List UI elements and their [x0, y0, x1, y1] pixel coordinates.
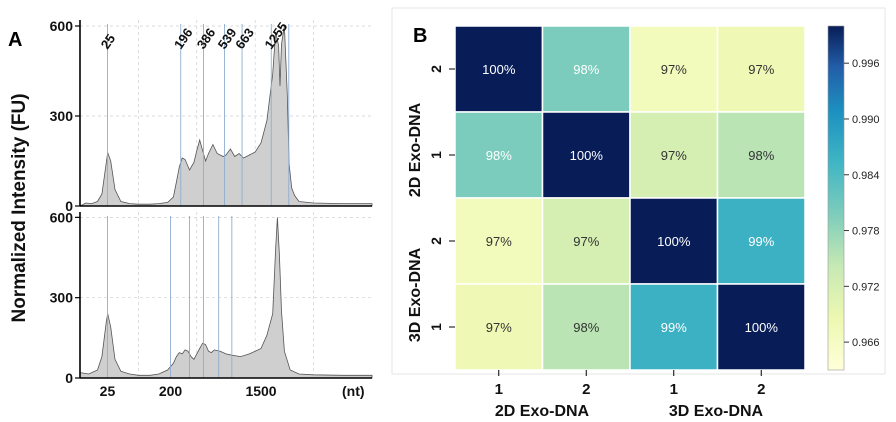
y-group-label-2d: 2D Exo-DNA — [407, 102, 424, 197]
y-axis-label: Normalized Intensity (FU) — [9, 93, 30, 322]
heatmap-cell — [716, 283, 806, 371]
trace-area — [79, 217, 373, 379]
heatmap-cell — [454, 25, 544, 113]
colorbar-tick-label: 0.984 — [852, 170, 880, 182]
heatmap-cells: 100% 98% 97% 97% 98% 100% 97% 98% 97% 97% 100% 99% 9… — [454, 25, 806, 371]
y-tick-label: 1 — [428, 151, 444, 159]
colorbar-tick-label: 0.966 — [852, 337, 880, 349]
colorbar — [827, 25, 845, 371]
x-tick-label: 2 — [757, 381, 765, 398]
heatmap-cell — [541, 197, 631, 285]
x-tick-labels: 25 200 1500 — [100, 383, 277, 399]
x-tick-label: 25 — [100, 383, 116, 399]
y-tick-label: 2 — [428, 237, 444, 245]
x-group-label-3d: 3D Exo-DNA — [669, 403, 764, 420]
heatmap-cell — [629, 25, 719, 113]
y-tick-label: 600 — [50, 209, 74, 225]
colorbar-tick-label: 0.996 — [852, 58, 880, 70]
trace-area — [79, 25, 373, 207]
heatmap-cell-label: 99% — [661, 320, 687, 335]
panel-a-label: A — [8, 29, 22, 51]
heatmap-cell-label: 99% — [748, 234, 774, 249]
heatmap-cell-label: 98% — [573, 320, 599, 335]
x-tick-label: 2 — [582, 381, 590, 398]
heatmap-cell-label: 100% — [482, 62, 516, 77]
heatmap-axes: 2 1 2 1 1 2 1 2 — [428, 65, 765, 398]
plot-frame — [391, 7, 886, 375]
y-tick-label: 300 — [50, 290, 74, 306]
heatmap-cell-label: 97% — [748, 62, 774, 77]
heatmap-cell-label: 97% — [661, 62, 687, 77]
peak-label: 196 — [171, 25, 196, 51]
y-tick-label: 300 — [50, 108, 74, 124]
x-tick-label: 1 — [670, 381, 678, 398]
trace-2: 0 300 600 — [50, 209, 373, 386]
y-tick-label: 2 — [428, 65, 444, 73]
heatmap-cell-label: 97% — [661, 148, 687, 163]
peak-label: 1255 — [261, 19, 290, 51]
panel-b-label: B — [413, 25, 427, 47]
heatmap-cell-label: 100% — [745, 320, 779, 335]
heatmap-cell — [716, 197, 806, 285]
heatmap-cell-label: 97% — [486, 234, 512, 249]
colorbar-tick-label: 0.972 — [852, 281, 880, 293]
y-tick-label: 0 — [65, 198, 73, 214]
x-tick-label: 1500 — [245, 383, 276, 399]
heatmap-cell-label: 98% — [748, 148, 774, 163]
heatmap-cell — [541, 25, 631, 113]
heatmap-cell-label: 98% — [486, 148, 512, 163]
x-axis-unit: (nt) — [342, 383, 365, 399]
peak-label: 25 — [98, 31, 119, 51]
heatmap-cell — [541, 283, 631, 371]
y-tick-label: 600 — [50, 18, 74, 34]
heatmap-cell — [716, 111, 806, 199]
heatmap-cell-label: 97% — [486, 320, 512, 335]
heatmap-cell-label: 100% — [570, 148, 604, 163]
peak-label: 386 — [194, 25, 219, 51]
y-tick-label: 0 — [65, 370, 73, 386]
panel-a: A Normalized Intensity (FU) 0 300 600 25 196… — [8, 18, 373, 399]
peak-label: 663 — [232, 25, 257, 51]
heatmap-cell-label: 97% — [573, 234, 599, 249]
heatmap-cell-label: 98% — [573, 62, 599, 77]
heatmap-cell — [541, 111, 631, 199]
colorbar-tick-label: 0.978 — [852, 226, 880, 238]
heatmap-cell-label: 100% — [657, 234, 691, 249]
colorbar-ticks: 0.966 0.972 0.978 0.984 0.990 0.996 — [844, 58, 880, 349]
x-tick-label: 1 — [495, 381, 503, 398]
y-group-label-3d: 3D Exo-DNA — [407, 247, 424, 342]
heatmap-cell — [716, 25, 806, 113]
colorbar-tick-label: 0.990 — [852, 114, 880, 126]
y-tick-label: 1 — [428, 323, 444, 331]
panel-b: B 100% 98% 97% 97% 98% 100% 97% 98% 97% 97% 100% 99… — [391, 7, 886, 420]
heatmap-cell — [629, 197, 719, 285]
x-group-label-2d: 2D Exo-DNA — [495, 403, 590, 420]
x-tick-label: 200 — [159, 383, 183, 399]
